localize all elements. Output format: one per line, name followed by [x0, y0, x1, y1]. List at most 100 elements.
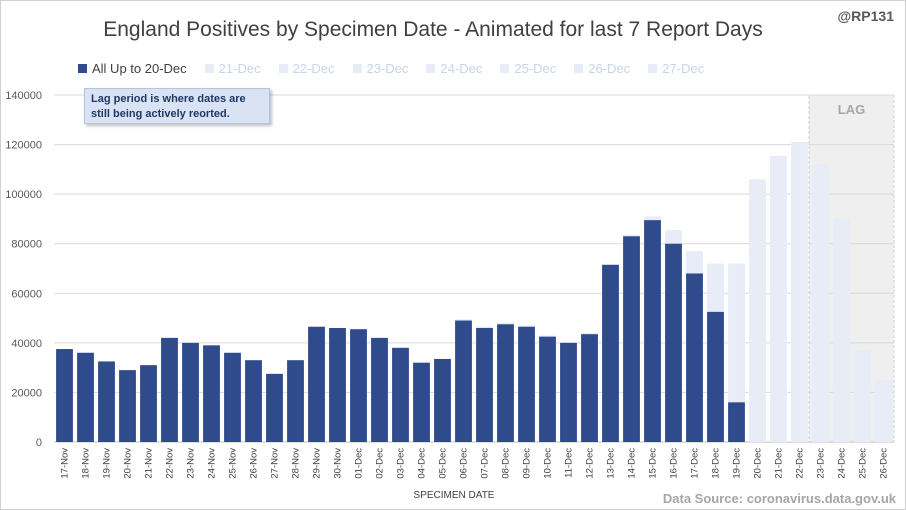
bar-all-up-to-20-dec [77, 352, 94, 442]
legend-label: 24-Dec [440, 60, 483, 76]
bar-all-up-to-20-dec [602, 264, 619, 442]
bar-all-up-to-20-dec [161, 337, 178, 442]
legend-item-all-up-to-20-dec: All Up to 20-Dec [78, 61, 187, 76]
y-tick-label: 0 [36, 437, 42, 449]
bar-all-up-to-20-dec [476, 327, 493, 442]
y-tick-label: 20000 [11, 387, 42, 399]
x-axis-title: SPECIMEN DATE [414, 490, 495, 501]
lag-note: Lag period is where dates are still bein… [84, 88, 270, 124]
x-tick-label: 20-Nov [123, 448, 134, 479]
legend-item-21-dec: 21-Dec [204, 60, 261, 76]
bar-27-dec [770, 155, 787, 442]
x-tick-label: 26-Nov [249, 448, 260, 479]
author-handle: @RP131 [837, 8, 894, 24]
x-tick-label: 17-Dec [690, 448, 701, 479]
x-tick-label: 22-Nov [165, 448, 176, 479]
bar-all-up-to-20-dec [119, 370, 136, 442]
x-tick-label: 23-Dec [816, 448, 827, 479]
legend-item-25-dec: 25-Dec [500, 61, 556, 76]
x-tick-label: 10-Dec [543, 448, 554, 479]
bar-27-dec [812, 164, 829, 442]
bar-all-up-to-20-dec [287, 360, 304, 442]
x-tick-label: 07-Dec [480, 448, 491, 479]
bar-all-up-to-20-dec [140, 365, 157, 442]
bar-all-up-to-20-dec [728, 402, 745, 442]
x-tick-label: 21-Dec [774, 448, 785, 479]
y-tick-label: 100000 [5, 189, 42, 201]
x-tick-label: 18-Nov [81, 448, 92, 479]
legend-item-27-dec: 27-Dec [648, 61, 704, 76]
bar-all-up-to-20-dec [518, 326, 535, 442]
legend-label: 25-Dec [514, 60, 557, 76]
bar-27-dec [749, 179, 766, 442]
legend-swatch [204, 63, 214, 73]
x-tick-label: 14-Dec [627, 448, 638, 479]
x-tick-label: 19-Dec [732, 448, 743, 479]
legend-swatch [278, 63, 288, 73]
x-tick-label: 21-Nov [144, 448, 155, 479]
x-tick-label: 16-Dec [669, 448, 680, 479]
bar-all-up-to-20-dec [560, 342, 577, 442]
x-tick-label: 25-Dec [858, 448, 869, 479]
legend-item-22-dec: 22-Dec [278, 60, 335, 76]
x-tick-label: 25-Nov [228, 448, 239, 479]
x-tick-label: 02-Dec [375, 448, 386, 479]
x-tick-label: 12-Dec [585, 448, 596, 479]
legend-swatch [574, 63, 584, 73]
legend-label: 23-Dec [366, 60, 409, 76]
bar-all-up-to-20-dec [539, 336, 556, 442]
legend: All Up to 20-Dec 21-Dec 22-Dec 23-Dec 24… [78, 58, 722, 78]
bar-all-up-to-20-dec [497, 324, 514, 442]
bar-all-up-to-20-dec [203, 345, 220, 442]
x-tick-label: 24-Nov [207, 448, 218, 479]
x-tick-label: 03-Dec [396, 448, 407, 479]
x-tick-label: 01-Dec [354, 448, 365, 479]
x-tick-label: 30-Nov [333, 448, 344, 479]
bar-all-up-to-20-dec [413, 362, 430, 442]
legend-item-26-dec: 26-Dec [574, 61, 630, 76]
bar-all-up-to-20-dec [707, 311, 724, 442]
bar-all-up-to-20-dec [224, 352, 241, 442]
x-tick-label: 28-Nov [291, 448, 302, 479]
bar-all-up-to-20-dec [308, 326, 325, 442]
bar-all-up-to-20-dec [182, 342, 199, 442]
bar-all-up-to-20-dec [665, 243, 682, 442]
data-source: Data Source: coronavirus.data.gov.uk [662, 491, 896, 506]
bar-all-up-to-20-dec [371, 337, 388, 442]
bar-27-dec [791, 142, 808, 443]
y-tick-label: 120000 [5, 140, 42, 152]
legend-swatch [352, 63, 362, 73]
legend-swatch [648, 63, 658, 73]
x-tick-label: 26-Dec [879, 448, 890, 479]
x-tick-label: 05-Dec [438, 448, 449, 479]
legend-swatch [500, 63, 510, 73]
bar-27-dec [854, 350, 871, 442]
lag-label: LAG [838, 102, 865, 117]
x-tick-label: 29-Nov [312, 448, 323, 479]
bar-all-up-to-20-dec [266, 373, 283, 442]
bar-all-up-to-20-dec [581, 334, 598, 442]
x-tick-label: 15-Dec [648, 448, 659, 479]
x-tick-label: 18-Dec [711, 448, 722, 479]
bar-all-up-to-20-dec [350, 329, 367, 442]
bar-all-up-to-20-dec [623, 236, 640, 442]
bar-all-up-to-20-dec [455, 320, 472, 442]
bar-27-dec [833, 218, 850, 442]
legend-label: 22-Dec [292, 60, 335, 76]
bar-27-dec [875, 380, 892, 442]
legend-item-24-dec: 24-Dec [426, 61, 482, 76]
x-tick-label: 23-Nov [186, 448, 197, 479]
x-tick-label: 06-Dec [459, 448, 470, 479]
bar-all-up-to-20-dec [98, 361, 115, 442]
legend-label: 21-Dec [218, 60, 261, 76]
bar-all-up-to-20-dec [392, 347, 409, 442]
legend-label: All Up to 20-Dec [92, 60, 187, 76]
bar-all-up-to-20-dec [329, 327, 346, 442]
bar-all-up-to-20-dec [686, 273, 703, 442]
legend-swatch [426, 63, 436, 73]
legend-label: 27-Dec [662, 60, 705, 76]
x-tick-label: 13-Dec [606, 448, 617, 479]
x-tick-label: 17-Nov [60, 448, 71, 479]
x-tick-label: 27-Nov [270, 448, 281, 479]
